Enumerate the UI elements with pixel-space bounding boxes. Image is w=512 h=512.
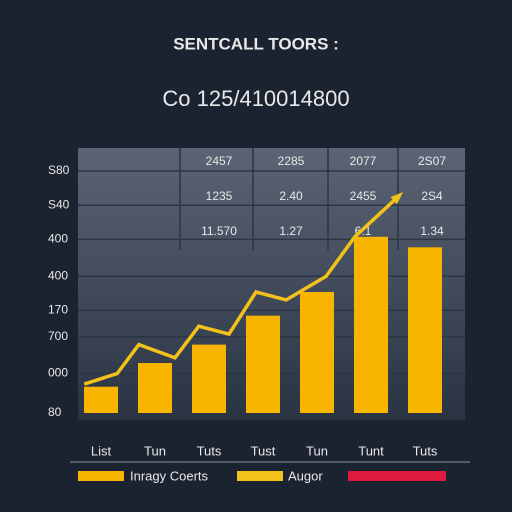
bar [84, 386, 118, 413]
bar [408, 247, 442, 413]
table-cell: 2285 [278, 154, 305, 168]
bar [354, 236, 388, 413]
y-tick-label: 170 [48, 303, 68, 317]
table-cell: 2457 [206, 154, 233, 168]
table-cell: 2S07 [418, 154, 446, 168]
y-tick-label: S80 [48, 163, 70, 177]
y-tick-label: 000 [48, 366, 68, 380]
x-tick-label: Tuts [197, 443, 222, 458]
bar [246, 315, 280, 413]
bar [300, 292, 334, 413]
x-tick-label: Tuts [413, 443, 438, 458]
y-tick-label: 80 [48, 405, 62, 419]
x-tick-label: Tun [306, 443, 328, 458]
x-tick-label: Tunt [358, 443, 384, 458]
table-cell: 11.570 [201, 224, 237, 238]
x-tick-label: Tun [144, 443, 166, 458]
legend-swatch [348, 471, 446, 481]
legend-swatch [78, 471, 124, 481]
y-tick-label: 400 [48, 268, 68, 282]
table-cell: 1.27 [279, 224, 303, 238]
table-cell: 2S4 [421, 189, 443, 203]
x-tick-label: Tust [251, 443, 276, 458]
y-tick-label: 700 [48, 329, 68, 343]
table-cell: 2455 [350, 189, 377, 203]
bar [192, 344, 226, 413]
chart-subtitle: Co 125/410014800 [162, 86, 349, 111]
legend-label: Inragy Coerts [130, 468, 209, 483]
arrow-head [390, 191, 404, 205]
table-cell: 1235 [206, 189, 233, 203]
bar [138, 363, 172, 413]
chart-title: SENTCALL TOORS : [173, 34, 339, 53]
table-cell: 1.34 [420, 224, 444, 238]
y-tick-label: 400 [48, 232, 68, 246]
table-cell: 2077 [350, 154, 377, 168]
trend-line [83, 193, 402, 386]
x-tick-label: List [91, 443, 112, 458]
legend-swatch [237, 471, 283, 481]
legend-label: Augor [288, 468, 323, 483]
table-cell: 2.40 [279, 189, 303, 203]
y-tick-label: S40 [48, 197, 70, 211]
